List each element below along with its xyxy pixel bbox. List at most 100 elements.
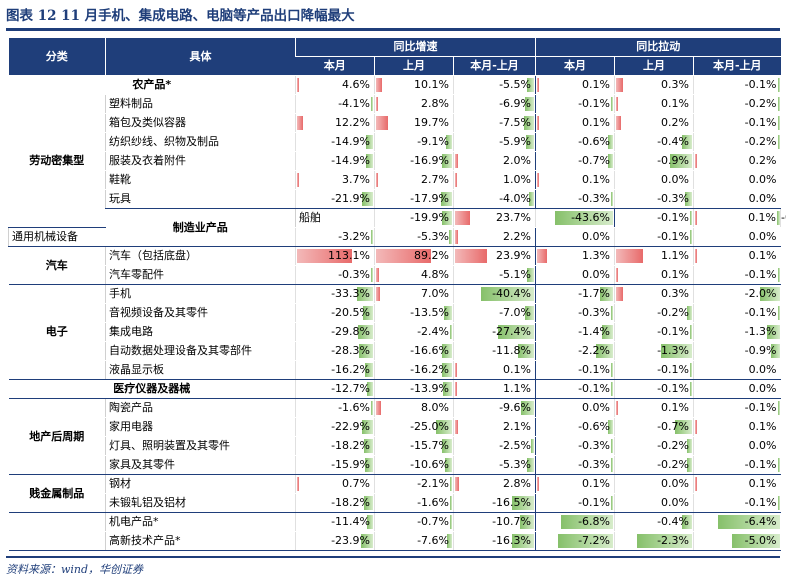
value-cell: -0.2% [614,455,694,475]
negative-bar [557,534,613,548]
negative-bar [442,439,452,453]
value-text: -0.7% [657,420,689,433]
value-text: -7.0% [499,306,531,319]
header-pull: 同比拉动 [534,38,781,57]
value-cell: -5.3% [374,227,454,247]
negative-bar [767,325,780,339]
value-cell: 0.0% [692,379,781,399]
value-cell: -5.1% [453,265,536,285]
value-cell: 0.1% [614,398,694,418]
negative-bar [512,534,534,548]
value-text: -14.9% [331,154,370,167]
positive-bar [616,249,643,263]
value-text: 1.0% [503,173,531,186]
negative-bar [521,401,534,415]
value-cell: 2.0% [453,151,536,171]
positive-bar [616,97,619,111]
value-text: -5.1% [499,268,531,281]
row-item-label: 汽车（包括底盘） [105,246,296,266]
value-cell: -16.6% [374,341,454,361]
value-text: -0.1% [744,306,777,319]
value-text: -2.4% [417,325,449,338]
table-row: 医疗仪器及器械 -12.7% -13.9% 1.1% -0.1% -0.1% 0.0% [8,379,781,399]
value-cell: 0.3% [614,75,694,95]
value-cell: 0.2% [692,151,781,171]
category-label: 汽车 [8,246,106,285]
value-text: 4.6% [342,78,370,91]
value-cell: 0.0% [614,170,694,190]
export-table: 分类 具体 同比增速 同比拉动 本月 上月 本月-上月 本月 上月 本月-上月 … [8,38,786,551]
positive-bar [455,211,470,225]
value-cell: -0.6% [535,132,615,152]
table-row: 家具及其零件 -15.9% -10.6% -5.3% -0.3% -0.2% -0.1% [9,455,781,475]
value-text: 23.9% [496,249,531,262]
value-text: 0.0% [582,230,610,243]
row-item-label: 纺织纱线、织物及制品 [105,132,296,152]
row-item-label: 音视频设备及其零件 [105,303,296,323]
value-cell: 0.0% [535,265,615,285]
negative-bar [436,420,452,434]
value-cell: 23.7% [453,208,536,228]
value-cell: 0.0% [692,189,781,209]
value-cell: -0.1% [535,493,615,513]
category-label: 制造业产品 [105,208,296,247]
value-cell: 0.1% [535,75,615,95]
value-text: 2.1% [503,420,531,433]
value-text: -5.3% [499,458,531,471]
value-text: 12.2% [335,116,370,129]
table-row: 箱包及类似容器 12.2% 19.7% -7.5% 0.1% 0.2% -0.1% [9,113,781,133]
negative-bar [528,192,534,206]
negative-bar [366,382,373,396]
table-row: 高新技术产品* -23.9% -7.6% -16.3% -7.2% -2.3% -5.0% [9,531,781,551]
negative-bar [524,97,534,111]
positive-bar [376,249,432,263]
value-text: 4.8% [421,268,449,281]
value-text: -0.3% [781,210,786,224]
positive-bar [695,249,697,263]
value-cell: -0.3% [535,303,615,323]
value-cell: -16.9% [374,151,454,171]
value-text: 8.0% [421,401,449,414]
value-cell: -27.4% [453,322,536,342]
value-text: -20.5% [331,306,370,319]
value-cell: -0.7% [535,151,615,171]
negative-bar [777,135,780,149]
value-cell: 0.1% [535,474,615,494]
value-text: -5.3% [417,230,449,243]
negative-bar [602,325,613,339]
subheader-growth-this: 本月 [295,56,375,76]
value-cell: -9.1% [374,132,454,152]
value-text: -2.1% [417,477,449,490]
category-label: 电子 [8,284,106,380]
value-text: -11.8% [492,344,531,357]
value-cell: 0.1% [692,417,781,437]
negative-bar [356,287,373,301]
value-text: 0.1% [503,363,531,376]
value-cell: 113.1% [295,246,375,266]
negative-bar [512,496,534,510]
value-text: 2.7% [421,173,449,186]
negative-bar [443,382,452,396]
row-item-label: 塑料制品 [105,94,296,114]
value-text: -19.9% [410,211,449,224]
table-row: 鞋靴 3.7% 2.7% 1.0% 0.1% 0.0% 0.0% [9,170,781,190]
value-text: -0.1% [744,268,777,281]
negative-bar [443,306,452,320]
negative-bar [371,230,373,244]
row-item-label: 服装及衣着附件 [105,151,296,171]
value-text: -10.6% [410,458,449,471]
value-text: -0.3% [578,192,610,205]
value-cell: -0.1% [614,227,694,247]
value-cell: -0.1% [614,322,694,342]
value-text: -5.5% [499,78,531,91]
negative-bar [527,268,534,282]
positive-bar [297,477,299,491]
table-row: 未锻轧铝及铝材 -18.2% -1.6% -16.5% -0.1% 0.0% -0.1% [9,493,781,513]
negative-bar [560,515,613,529]
value-text: -5.9% [499,135,531,148]
value-text: -33.3% [331,287,370,300]
value-cell: 23.9% [453,246,536,266]
value-text: 0.1% [748,249,777,262]
negative-bar [371,97,373,111]
figure-title: 图表 12 11 月手机、集成电路、电脑等产品出口降幅最大 [6,8,355,24]
